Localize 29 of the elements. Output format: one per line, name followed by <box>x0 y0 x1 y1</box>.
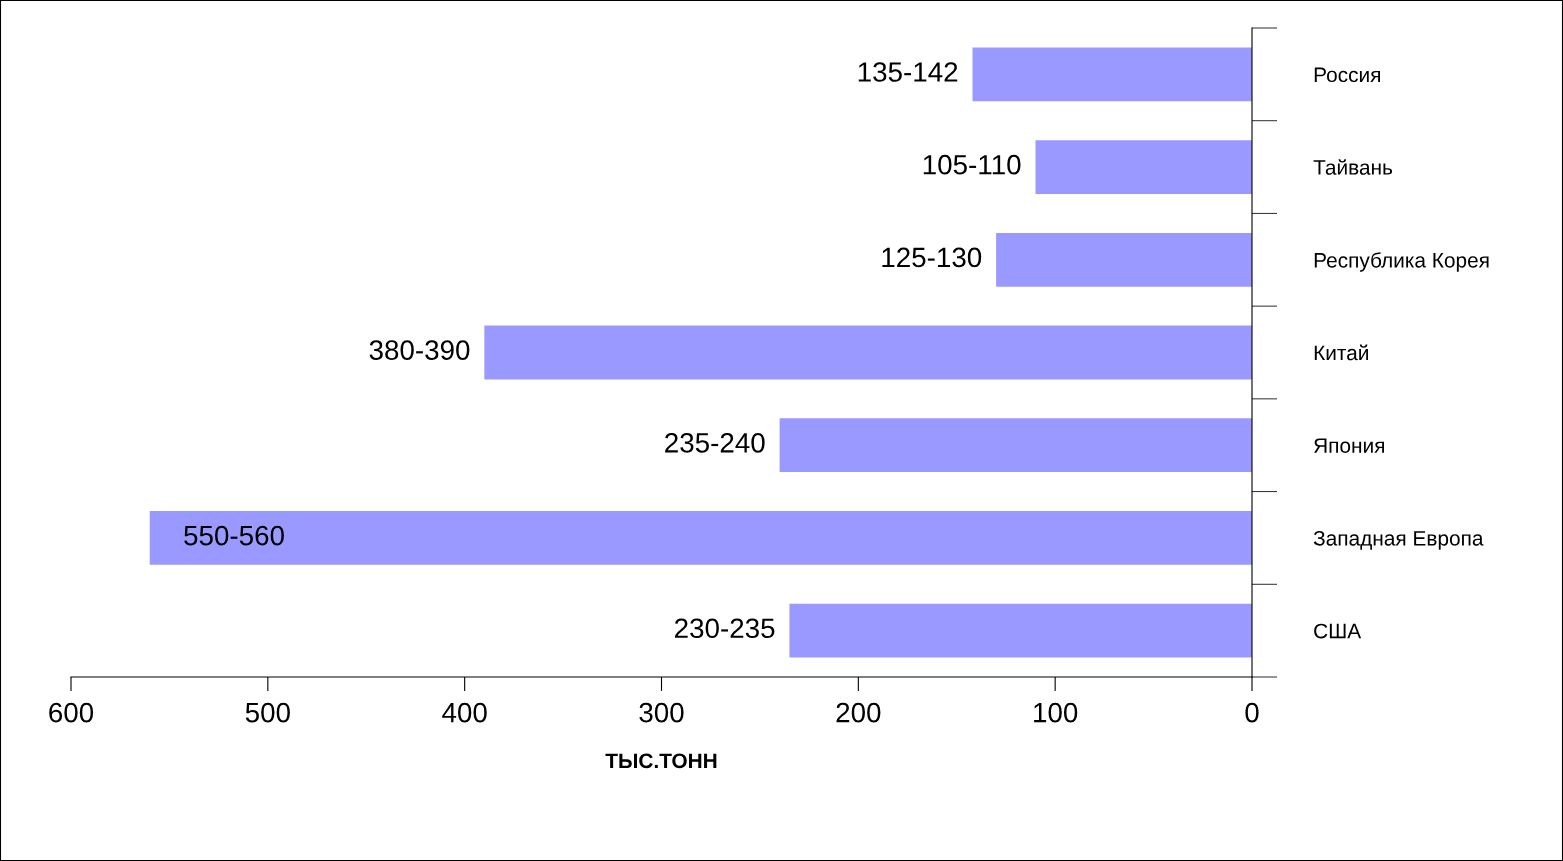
x-tick-label: 0 <box>1245 702 1259 723</box>
y-tick-label: Республика Корея <box>1314 252 1489 272</box>
x-axis-title: ТЫС.ТОНН <box>605 753 717 769</box>
y-tick-label: Россия <box>1314 67 1380 83</box>
data-label: 125-130 <box>882 247 982 268</box>
x-tick-label: 200 <box>836 702 881 723</box>
bar <box>996 232 1252 287</box>
data-label: 235-240 <box>665 433 765 453</box>
bar <box>149 511 1252 565</box>
data-label: 135-142 <box>858 62 958 82</box>
bar <box>789 603 1252 658</box>
bar <box>972 47 1252 102</box>
bar <box>1035 140 1252 194</box>
x-tick-label: 300 <box>639 702 684 723</box>
x-tick-label: 100 <box>1034 702 1078 723</box>
y-tick-label: США <box>1314 623 1362 639</box>
bar <box>484 325 1252 380</box>
y-tick-label: Китай <box>1314 344 1368 361</box>
bar <box>779 418 1252 473</box>
x-tick-label: 600 <box>49 702 94 723</box>
data-label: 380-390 <box>369 340 470 360</box>
x-tick-label: 400 <box>442 702 487 723</box>
data-label: 550-560 <box>184 525 284 546</box>
y-tick-label: Западная Европа <box>1313 530 1484 550</box>
data-label: 105-110 <box>923 154 1021 175</box>
y-tick-label: Япония <box>1314 438 1384 453</box>
x-tick-label: 500 <box>245 702 290 723</box>
y-tick-label: Тайвань <box>1313 159 1393 175</box>
data-label: 230-235 <box>675 618 775 639</box>
